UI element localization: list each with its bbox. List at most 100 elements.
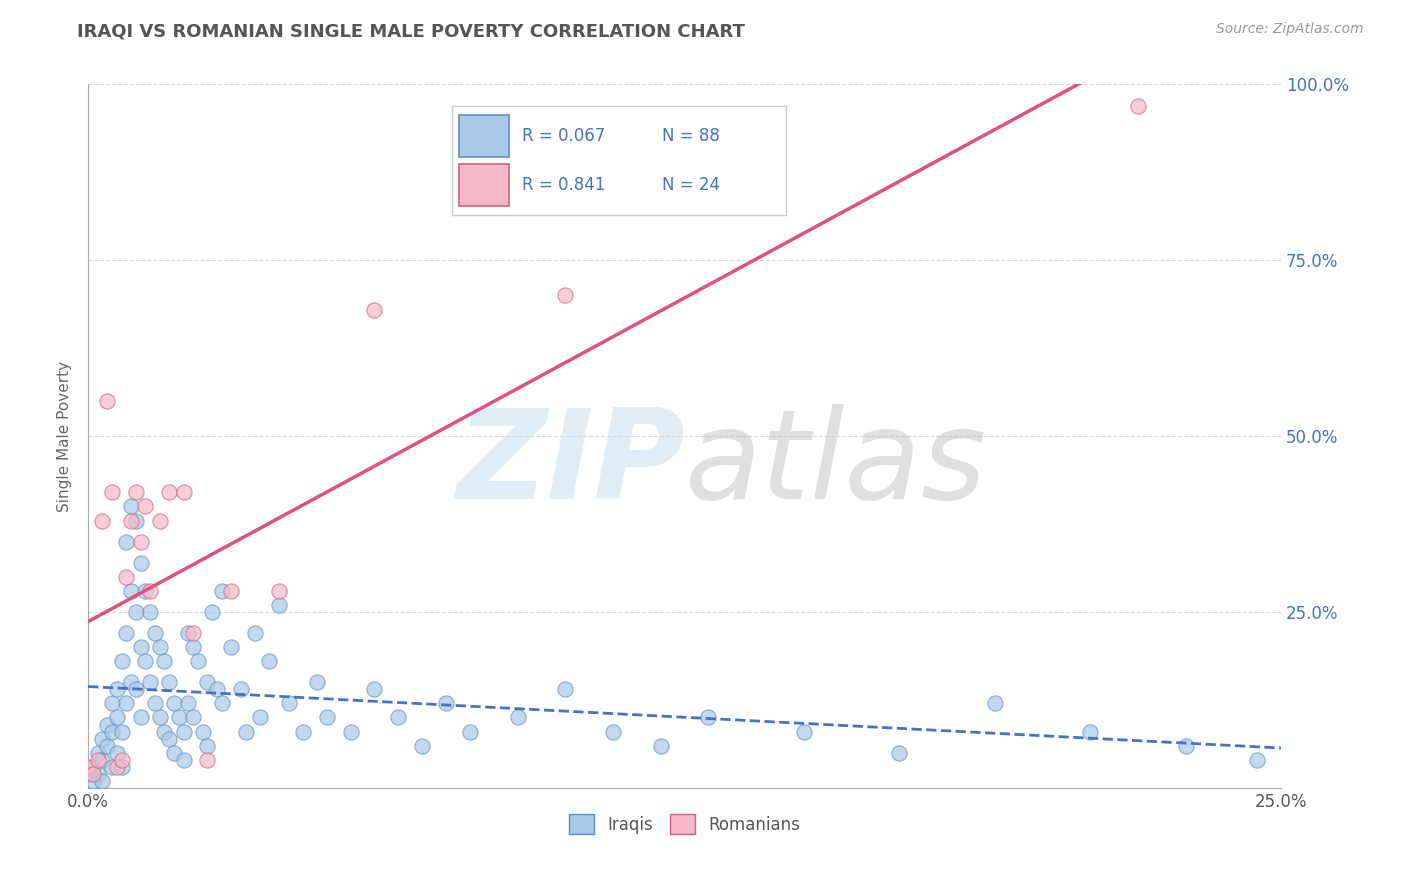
Point — [187, 654, 209, 668]
Point — [77, 760, 100, 774]
Point — [115, 626, 138, 640]
Point — [120, 583, 142, 598]
Point — [554, 288, 576, 302]
Point — [153, 654, 176, 668]
Point — [259, 654, 281, 668]
Point — [181, 626, 204, 640]
Point — [173, 724, 195, 739]
Point — [205, 682, 228, 697]
Point — [191, 724, 214, 739]
Point — [267, 598, 290, 612]
Point — [91, 753, 114, 767]
Point — [458, 724, 481, 739]
Point — [110, 753, 132, 767]
Point — [157, 675, 180, 690]
Point — [506, 710, 529, 724]
Point — [125, 514, 148, 528]
Point — [307, 675, 329, 690]
Point — [211, 697, 233, 711]
Point — [82, 760, 104, 774]
Point — [149, 514, 172, 528]
Point — [1126, 98, 1149, 112]
Point — [120, 514, 142, 528]
Point — [143, 697, 166, 711]
Point — [96, 394, 118, 409]
Point — [120, 500, 142, 514]
Point — [167, 710, 190, 724]
Point — [211, 583, 233, 598]
Point — [149, 710, 172, 724]
Point — [291, 724, 314, 739]
Point — [82, 773, 104, 788]
Point — [105, 682, 128, 697]
Point — [889, 746, 911, 760]
Point — [134, 500, 156, 514]
Point — [249, 710, 271, 724]
Point — [181, 640, 204, 655]
Point — [173, 485, 195, 500]
Point — [173, 753, 195, 767]
Point — [101, 760, 124, 774]
Point — [96, 739, 118, 753]
Point — [110, 654, 132, 668]
Point — [157, 485, 180, 500]
Point — [163, 746, 186, 760]
Point — [363, 302, 385, 317]
Point — [91, 514, 114, 528]
Point — [197, 675, 219, 690]
Point — [339, 724, 361, 739]
Point — [143, 626, 166, 640]
Point — [115, 570, 138, 584]
Point — [181, 710, 204, 724]
Point — [1246, 753, 1268, 767]
Legend: Iraqis, Romanians: Iraqis, Romanians — [561, 805, 808, 843]
Point — [125, 682, 148, 697]
Point — [115, 534, 138, 549]
Point — [105, 746, 128, 760]
Point — [1174, 739, 1197, 753]
Text: ZIP: ZIP — [456, 404, 685, 524]
Point — [139, 583, 162, 598]
Point — [125, 605, 148, 619]
Point — [139, 675, 162, 690]
Point — [101, 485, 124, 500]
Point — [1078, 724, 1101, 739]
Point — [201, 605, 224, 619]
Point — [697, 710, 720, 724]
Point — [315, 710, 337, 724]
Point — [139, 605, 162, 619]
Point — [983, 697, 1005, 711]
Point — [129, 534, 152, 549]
Point — [129, 710, 152, 724]
Point — [91, 731, 114, 746]
Point — [101, 724, 124, 739]
Point — [363, 682, 385, 697]
Point — [197, 739, 219, 753]
Point — [86, 746, 108, 760]
Y-axis label: Single Male Poverty: Single Male Poverty — [58, 360, 72, 512]
Point — [149, 640, 172, 655]
Point — [243, 626, 266, 640]
Point — [86, 766, 108, 780]
Point — [387, 710, 409, 724]
Point — [110, 724, 132, 739]
Point — [134, 654, 156, 668]
Point — [96, 717, 118, 731]
Point — [105, 710, 128, 724]
Point — [82, 766, 104, 780]
Point — [129, 556, 152, 570]
Point — [177, 697, 200, 711]
Point — [221, 640, 243, 655]
Point — [157, 731, 180, 746]
Point — [153, 724, 176, 739]
Point — [229, 682, 252, 697]
Point — [115, 697, 138, 711]
Text: Source: ZipAtlas.com: Source: ZipAtlas.com — [1216, 22, 1364, 37]
Point — [197, 753, 219, 767]
Text: atlas: atlas — [685, 404, 987, 524]
Point — [86, 753, 108, 767]
Point — [434, 697, 457, 711]
Point — [793, 724, 815, 739]
Point — [101, 697, 124, 711]
Point — [110, 760, 132, 774]
